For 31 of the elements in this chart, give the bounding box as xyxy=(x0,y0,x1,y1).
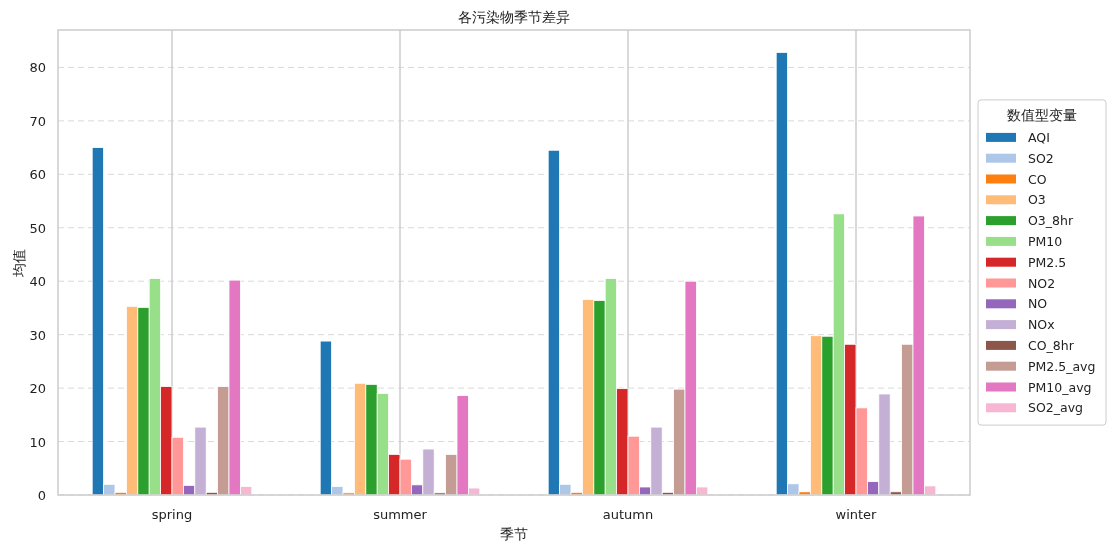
y-tick-label: 10 xyxy=(29,434,46,450)
legend-label: O3 xyxy=(1028,192,1046,208)
x-tick-label: autumn xyxy=(602,507,654,522)
legend-label: SO2 xyxy=(1028,150,1054,166)
legend-label: CO xyxy=(1028,171,1047,187)
y-tick-label: 40 xyxy=(29,274,46,290)
x-tick-label: winter xyxy=(835,507,878,522)
y-tick-label: 20 xyxy=(29,381,46,397)
y-tick-label: 80 xyxy=(29,60,46,76)
y-tick-label: 50 xyxy=(29,220,46,236)
x-axis-title: 季节 xyxy=(500,526,528,542)
legend-label: AQI xyxy=(1028,129,1050,145)
legend-label: NO xyxy=(1028,296,1048,312)
legend-label: PM10_avg xyxy=(1028,379,1092,395)
y-tick-label: 30 xyxy=(29,327,46,343)
x-tick-label: spring xyxy=(151,507,193,522)
y-tick-label: 0 xyxy=(37,488,46,503)
y-tick-label: 60 xyxy=(29,167,46,183)
legend-label: NOx xyxy=(1028,317,1055,333)
legend-label: PM2.5 xyxy=(1028,254,1067,270)
legend-label: NO2 xyxy=(1028,275,1056,291)
legend-label: PM10 xyxy=(1028,233,1063,249)
y-axis-title: 均值 xyxy=(11,248,27,278)
y-tick-label: 70 xyxy=(29,113,46,129)
x-tick-label: summer xyxy=(373,507,428,522)
legend-label: SO2_avg xyxy=(1028,400,1083,416)
legend-label: O3_8hr xyxy=(1028,213,1074,229)
legend-title: 数值型变量 xyxy=(1007,106,1077,123)
chart-title: 各污染物季节差异 xyxy=(458,9,570,25)
legend-label: CO_8hr xyxy=(1028,337,1075,353)
legend-label: PM2.5_avg xyxy=(1028,358,1096,374)
